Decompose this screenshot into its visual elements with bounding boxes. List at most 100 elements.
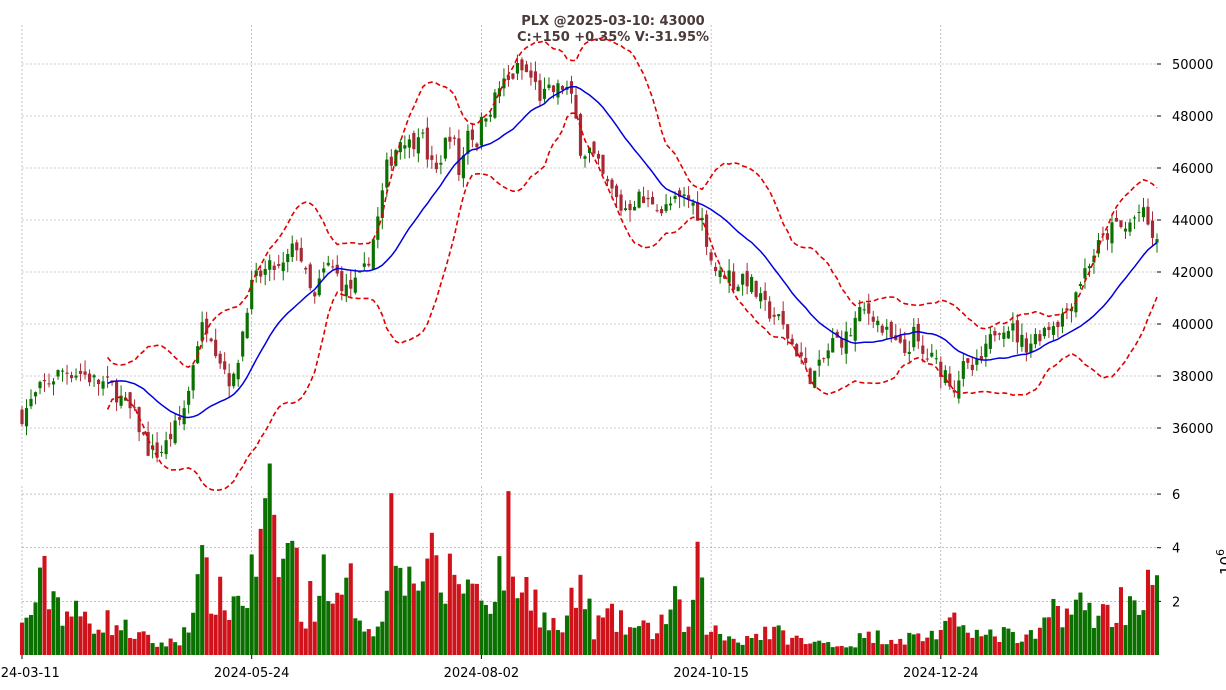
volume-bar (785, 644, 790, 655)
volume-bar (1150, 584, 1155, 655)
candle (1092, 248, 1096, 274)
candle-body (560, 85, 565, 90)
candle-body (1038, 334, 1042, 342)
candle (497, 81, 501, 104)
candle-body (155, 442, 159, 458)
candle-body (659, 209, 664, 214)
candle-body (556, 83, 560, 98)
volume-bar (357, 620, 362, 655)
volume-bar (434, 555, 439, 655)
volume-bar (956, 626, 961, 655)
volume-bar (546, 630, 551, 655)
candle-body (448, 136, 452, 142)
candle (916, 317, 920, 349)
candle (461, 147, 465, 188)
candle (466, 124, 470, 165)
candle (344, 273, 348, 303)
candle-body (925, 358, 929, 360)
candle (353, 269, 357, 295)
candle (1137, 204, 1141, 222)
candle (83, 360, 87, 380)
volume-bar (51, 591, 56, 655)
volume-bar (402, 595, 407, 655)
candle (1060, 308, 1064, 334)
volume-bar (1042, 617, 1047, 655)
candle-body (403, 145, 407, 149)
candle-body (92, 375, 96, 378)
candle-body (1119, 220, 1123, 228)
volume-bar (497, 556, 502, 655)
volume-bar (177, 645, 182, 655)
candle-body (133, 407, 137, 409)
candle (173, 412, 177, 445)
candle (826, 343, 830, 366)
volume-bar (384, 590, 389, 655)
volume-bar (1127, 596, 1133, 655)
volume-bar (294, 547, 299, 655)
lower-bollinger-band (106, 112, 1158, 492)
volume-bar (465, 579, 470, 655)
candle-body (772, 314, 776, 317)
candle-body (349, 279, 353, 289)
volume-bar (911, 634, 916, 655)
volume-bar (551, 618, 556, 655)
candle (750, 274, 754, 295)
volume-bar (695, 541, 700, 655)
candle-body (547, 84, 551, 88)
candle (236, 359, 240, 387)
price-tick-label: 38000 (1172, 370, 1213, 385)
candle (777, 314, 781, 321)
candle (1146, 198, 1150, 226)
volume-bar (952, 612, 957, 655)
candle (105, 365, 110, 388)
candle (277, 254, 281, 269)
candle-body (1141, 207, 1146, 218)
volume-bar (929, 630, 934, 655)
volume-bar (204, 557, 209, 655)
candle (876, 316, 880, 333)
volume-bar (101, 632, 106, 655)
price-tick-label: 46000 (1172, 162, 1213, 177)
volume-bar (371, 636, 376, 655)
candle-body (1065, 308, 1069, 311)
volume-bar (83, 611, 88, 655)
candle-body (1137, 211, 1141, 213)
candle (96, 378, 101, 396)
candle-body (398, 142, 402, 153)
candle-body (853, 317, 857, 341)
candle (871, 310, 875, 329)
candle (313, 290, 317, 304)
candle-body (596, 153, 601, 159)
volume-bar (510, 576, 515, 655)
volume-bar (772, 626, 777, 655)
candle-body (912, 326, 916, 348)
candle-body (687, 195, 691, 200)
candle (907, 340, 911, 362)
volume-grid (21, 486, 1157, 655)
candle-body (867, 303, 871, 314)
volume-bar (65, 611, 70, 655)
candle (979, 346, 983, 364)
candle-body (587, 147, 592, 153)
volume-bar (893, 643, 898, 655)
volume-bar (830, 647, 835, 655)
candle-body (682, 194, 686, 196)
volume-axis-exponent: 106 (1214, 549, 1226, 575)
candle (484, 117, 488, 128)
volume-bar (731, 638, 736, 655)
volume-bar (691, 599, 696, 655)
candle (263, 260, 267, 286)
volume-bar (560, 632, 565, 655)
volume-bar (646, 622, 651, 655)
candle (840, 330, 844, 355)
volume-bar (938, 629, 943, 655)
candle (29, 389, 33, 410)
candle (42, 373, 47, 392)
candle-body (876, 320, 880, 326)
candle-body (889, 321, 893, 338)
candle-body (245, 312, 249, 338)
candle-body (623, 208, 628, 211)
volume-bar (123, 619, 128, 655)
volume-bar (1073, 599, 1078, 655)
candle (182, 400, 186, 431)
